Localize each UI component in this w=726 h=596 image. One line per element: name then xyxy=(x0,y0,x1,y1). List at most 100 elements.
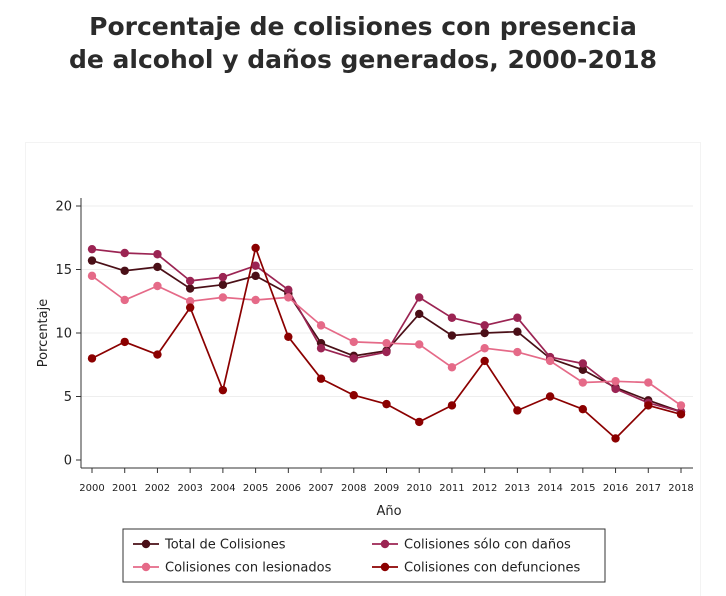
legend-box xyxy=(122,528,606,583)
data-point-s3-2016 xyxy=(611,434,620,443)
data-point-s0-2013 xyxy=(513,327,522,336)
x-tick-label-2018: 2018 xyxy=(668,483,693,494)
data-point-s1-2006 xyxy=(284,285,293,295)
y-tick-label-20: 20 xyxy=(55,200,72,215)
x-tick-label-2014: 2014 xyxy=(537,483,562,494)
data-point-s3-2011 xyxy=(447,401,457,410)
data-point-s1-2012 xyxy=(480,321,489,330)
data-point-s1-2016 xyxy=(611,384,620,394)
data-point-s3-2008 xyxy=(349,391,358,400)
data-point-s2-2012 xyxy=(480,344,489,353)
legend-label-1: Colisiones sólo con daños xyxy=(404,538,571,553)
data-point-s1-2003 xyxy=(185,276,195,286)
data-point-s2-2013 xyxy=(513,347,522,357)
data-point-s3-2007 xyxy=(316,374,326,383)
x-tick-label-2016: 2016 xyxy=(603,483,628,494)
data-point-s2-2018 xyxy=(676,401,686,410)
data-point-s3-2000 xyxy=(87,354,97,363)
data-point-s0-2003 xyxy=(185,284,195,293)
data-point-s2-2006 xyxy=(284,293,293,302)
data-point-s0-2000 xyxy=(87,256,97,265)
y-axis-title: Porcentaje xyxy=(36,299,51,367)
data-point-s1-2000 xyxy=(87,244,97,254)
data-point-s1-2001 xyxy=(120,248,129,258)
x-tick-label-2011: 2011 xyxy=(439,483,464,494)
data-point-s2-2010 xyxy=(415,340,424,349)
data-point-s1-2004 xyxy=(218,272,228,282)
data-point-s2-2003 xyxy=(185,297,195,306)
data-point-s0-2005 xyxy=(251,271,260,281)
x-tick-label-2009: 2009 xyxy=(374,483,399,494)
data-point-s0-2002 xyxy=(153,262,162,272)
data-point-s2-2008 xyxy=(349,337,358,347)
legend-label-2: Colisiones con lesionados xyxy=(165,561,332,576)
data-point-s1-2015 xyxy=(578,359,588,368)
x-tick-label-2008: 2008 xyxy=(341,483,366,494)
data-point-s3-2009 xyxy=(382,399,391,409)
x-tick-label-2010: 2010 xyxy=(406,483,431,494)
data-point-s0-2015 xyxy=(578,365,588,375)
y-tick-label-0: 0 xyxy=(64,454,72,469)
data-point-s3-2005 xyxy=(251,243,260,253)
data-point-s1-2010 xyxy=(415,293,424,302)
data-point-s2-2000 xyxy=(87,271,97,281)
data-point-s2-2015 xyxy=(578,378,588,387)
data-point-s1-2011 xyxy=(447,313,457,322)
chart-title-line-1: Porcentaje de colisiones con presencia xyxy=(89,12,637,41)
x-tick-label-2013: 2013 xyxy=(505,483,530,494)
chart-panel xyxy=(26,143,700,596)
data-point-s3-2001 xyxy=(120,337,129,347)
data-point-s3-2010 xyxy=(415,417,424,427)
data-point-s1-2007 xyxy=(316,344,326,353)
series-line-0 xyxy=(91,259,682,413)
data-point-s0-2001 xyxy=(120,266,129,275)
data-point-s2-2007 xyxy=(316,321,326,330)
data-point-s3-2002 xyxy=(153,350,162,359)
legend-marker-0 xyxy=(141,539,151,549)
data-point-s3-2015 xyxy=(578,405,588,414)
data-point-s3-2018 xyxy=(676,410,686,419)
data-point-s3-2014 xyxy=(545,392,555,401)
data-point-s1-2005 xyxy=(251,261,260,270)
x-tick-label-2002: 2002 xyxy=(145,483,170,494)
data-point-s2-2011 xyxy=(447,363,457,372)
x-tick-label-2006: 2006 xyxy=(276,483,301,494)
data-point-s2-2005 xyxy=(251,295,260,305)
x-tick-label-2017: 2017 xyxy=(636,483,661,494)
legend-marker-3 xyxy=(380,562,390,572)
x-tick-label-2003: 2003 xyxy=(177,483,202,494)
legend-marker-2 xyxy=(141,562,151,572)
data-point-s2-2016 xyxy=(611,377,620,386)
data-point-s1-2002 xyxy=(153,250,162,259)
data-point-s2-2001 xyxy=(120,295,129,305)
data-point-s2-2017 xyxy=(644,378,653,387)
data-point-s0-2012 xyxy=(480,328,489,338)
data-point-s3-2003 xyxy=(185,303,195,312)
y-tick-label-5: 5 xyxy=(64,390,72,405)
data-point-s1-2008 xyxy=(349,354,358,363)
data-point-s2-2009 xyxy=(382,338,391,348)
x-tick-label-2005: 2005 xyxy=(243,483,268,494)
x-tick-label-2007: 2007 xyxy=(308,483,333,494)
x-tick-label-2004: 2004 xyxy=(210,483,235,494)
chart-title-line-2: de alcohol y daños generados, 2000-2018 xyxy=(68,45,658,74)
legend-marker-1 xyxy=(380,539,390,549)
y-tick-label-15: 15 xyxy=(55,263,72,278)
data-point-s2-2002 xyxy=(153,281,162,291)
x-axis-title: Año xyxy=(376,504,401,519)
data-point-s3-2006 xyxy=(284,332,293,342)
data-point-s1-2009 xyxy=(382,347,391,357)
data-point-s3-2012 xyxy=(480,356,489,366)
x-tick-label-2015: 2015 xyxy=(570,483,595,494)
data-point-s2-2014 xyxy=(545,356,555,366)
data-point-s3-2004 xyxy=(218,385,228,395)
data-point-s0-2004 xyxy=(218,280,228,289)
data-point-s2-2004 xyxy=(218,293,228,302)
x-tick-label-2012: 2012 xyxy=(472,483,497,494)
series-line-1 xyxy=(91,248,682,413)
x-tick-label-2000: 2000 xyxy=(79,483,104,494)
legend-label-0: Total de Colisiones xyxy=(164,538,286,553)
legend-label-3: Colisiones con defunciones xyxy=(404,561,580,576)
y-tick-label-10: 10 xyxy=(55,327,72,342)
